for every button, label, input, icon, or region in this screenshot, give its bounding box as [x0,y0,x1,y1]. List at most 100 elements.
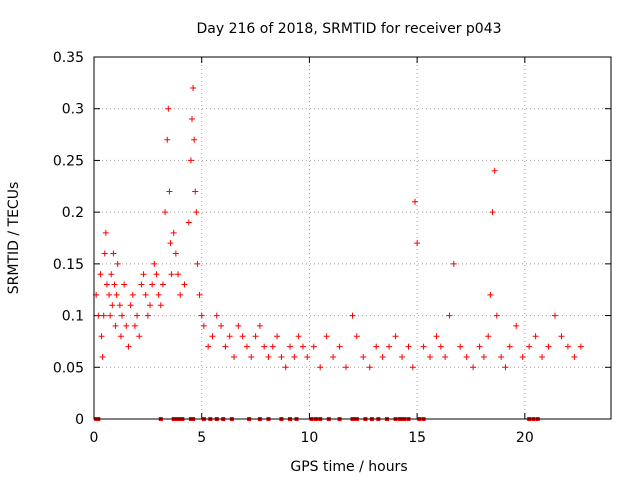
data-point [189,116,196,123]
data-point [134,312,141,319]
data-point [131,322,138,329]
data-point [123,322,130,329]
y-axis-label: SRMTID / TECUs [6,182,22,295]
data-point [551,312,558,319]
data-point [121,281,128,288]
data-point [194,260,201,267]
data-point [564,343,571,350]
data-point [411,198,418,205]
data-point [291,353,298,360]
data-point [287,343,294,350]
data-point [457,343,464,350]
grid-lines [94,57,611,419]
data-point [166,188,173,195]
data-point [218,322,225,329]
x-axis-label: GPS time / hours [290,459,407,475]
data-point [97,271,104,278]
x-tick-label: 20 [516,430,534,446]
data-point [399,353,406,360]
data-point [343,364,350,371]
data-point [175,271,182,278]
data-point [102,229,109,236]
data-point [353,333,360,340]
data-point [239,333,246,340]
data-point [95,312,102,319]
data-point [366,364,373,371]
data-point [192,188,199,195]
data-point [114,260,121,267]
data-point [278,353,285,360]
data-point [506,343,513,350]
data-point [200,322,207,329]
data-point [140,271,147,278]
data-point [168,271,175,278]
data-point [437,343,444,350]
data-point [99,353,106,360]
y-tick-label: 0.35 [53,50,84,66]
data-point [112,322,119,329]
data-point [165,105,172,112]
data-point [107,312,114,319]
data-point [142,291,149,298]
data-point [256,322,263,329]
data-point [519,353,526,360]
data-point [243,343,250,350]
data-point [252,333,259,340]
data-point [392,333,399,340]
data-point [209,333,216,340]
data-point [127,302,134,309]
data-point [187,157,194,164]
data-point [248,353,255,360]
y-tick-label: 0.05 [53,360,84,376]
data-point [170,229,177,236]
x-tick-label: 0 [90,430,99,446]
data-point [379,353,386,360]
data-point [162,209,169,216]
data-point [409,364,416,371]
data-point [119,312,126,319]
data-point [295,333,302,340]
data-point [450,260,457,267]
data-point [317,364,324,371]
data-point [336,343,343,350]
data-point [558,333,565,340]
data-point [147,302,154,309]
data-point [157,302,164,309]
data-point [151,260,158,267]
data-point [274,333,281,340]
data-point [373,343,380,350]
data-point [222,343,229,350]
plot-frame [93,56,612,420]
y-tick-label: 0.3 [62,102,84,118]
y-tick-label: 0 [75,412,84,428]
data-point [108,271,115,278]
data-point [577,343,584,350]
data-point [502,364,509,371]
data-point [144,312,151,319]
data-point [513,322,520,329]
data-point [129,291,136,298]
data-point [304,353,311,360]
data-point [153,271,160,278]
data-point [190,85,197,92]
data-point [493,312,500,319]
data-point [310,343,317,350]
x-tick-label: 10 [301,430,319,446]
data-point [265,353,272,360]
data-point [539,353,546,360]
data-point [111,281,118,288]
data-point [226,333,233,340]
data-point [138,281,145,288]
data-point [261,343,268,350]
data-point [480,353,487,360]
data-point [98,333,105,340]
data-point [433,333,440,340]
data-point [532,333,539,340]
data-point [177,291,184,298]
data-point [117,333,124,340]
data-point [109,302,116,309]
data-point [181,281,188,288]
data-point [149,281,156,288]
data-point [269,343,276,350]
